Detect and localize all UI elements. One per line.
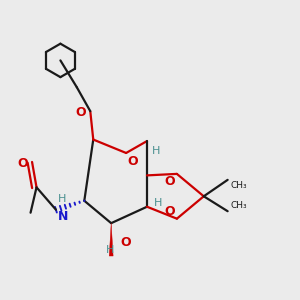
Polygon shape [109,223,113,256]
Text: O: O [120,236,131,248]
Text: CH₃: CH₃ [230,201,247,210]
Text: H: H [106,244,114,254]
Text: O: O [128,155,138,168]
Text: CH₃: CH₃ [230,182,247,190]
Text: H: H [57,194,66,204]
Text: N: N [57,210,68,223]
Text: O: O [165,175,176,188]
Text: H: H [154,198,162,208]
Text: O: O [165,205,176,218]
Text: O: O [18,157,28,170]
Text: H: H [152,146,160,155]
Text: O: O [75,106,86,118]
